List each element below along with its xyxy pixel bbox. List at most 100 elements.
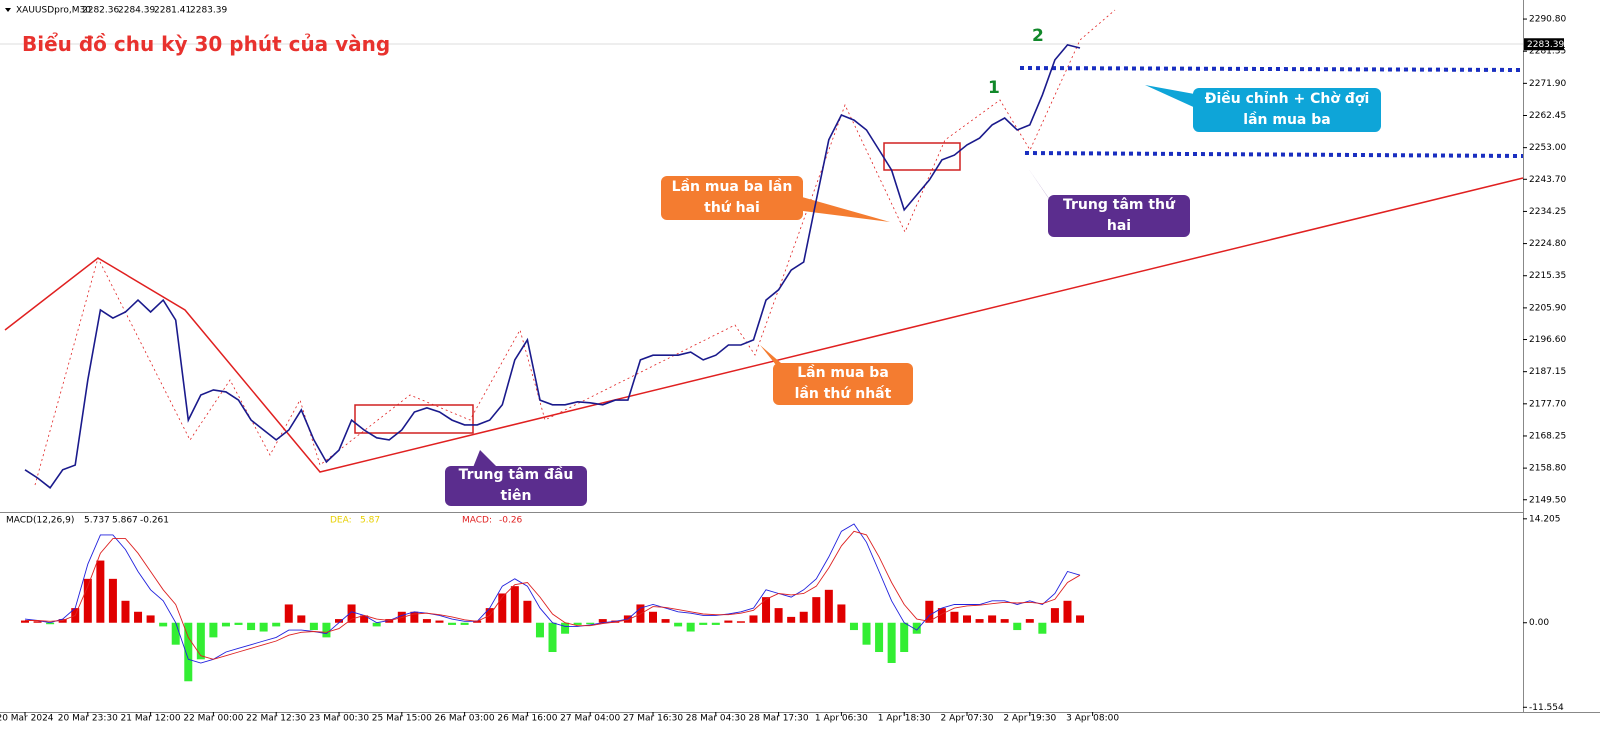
y-tick-label: 2177.70 [1529, 399, 1566, 409]
macd-bar [699, 622, 708, 625]
x-tick-label: 27 Mar 04:00 [560, 714, 620, 724]
macd-bar [862, 622, 871, 645]
y-tick-label: 14.205 [1529, 514, 1561, 524]
y-tick-label: 2271.90 [1529, 79, 1566, 89]
price-line [24, 44, 1081, 489]
macd-bar [900, 622, 909, 653]
x-tick-label: 27 Mar 16:30 [623, 714, 683, 724]
signal-line [24, 523, 1081, 664]
x-tick-label: 20 Mar 2024 [0, 714, 54, 724]
x-tick-label: 22 Mar 00:00 [183, 714, 243, 724]
macd-bar [937, 608, 946, 623]
x-tick-label: 25 Mar 15:00 [372, 714, 432, 724]
y-tick-label: 2253.00 [1529, 143, 1566, 153]
macd-bar [247, 622, 256, 631]
x-tick-label: 28 Mar 04:30 [686, 714, 746, 724]
macd-bar [875, 622, 884, 653]
macd-bar [146, 615, 155, 623]
callout: Trung tâm đầu tiên [445, 466, 587, 506]
center-box [354, 404, 474, 434]
macd-bar [661, 619, 670, 623]
macd-bar [1050, 608, 1059, 623]
x-tick-label: 3 Apr 08:00 [1066, 714, 1119, 724]
ohlc-value: 2283.39 [190, 6, 227, 16]
ohlc-value: 2281.41 [154, 6, 191, 16]
macd-bar [535, 622, 544, 638]
x-tick-label: 1 Apr 06:30 [815, 714, 868, 724]
macd-bar [335, 619, 343, 623]
macd-bar [724, 620, 733, 623]
zigzag [34, 9, 1116, 486]
macd-bar [510, 586, 519, 623]
last-price-box [1524, 38, 1564, 51]
y-tick-label: 2187.15 [1529, 367, 1566, 377]
macd-bar [912, 622, 921, 634]
macd-bar [523, 600, 532, 623]
chart-title: Biểu đồ chu kỳ 30 phút của vàng [22, 32, 391, 56]
y-tick-label: 2224.80 [1529, 239, 1566, 249]
macd-bar [975, 619, 984, 623]
macd-value-label: MACD: [462, 516, 492, 526]
macd-header-value: -0.261 [140, 516, 169, 526]
macd-bar [686, 622, 695, 632]
callout: Trung tâm thứ hai [1048, 195, 1190, 237]
macd-bar [422, 619, 431, 623]
macd-bar [360, 615, 369, 623]
macd-bar [963, 615, 971, 623]
y-tick-label: 2234.25 [1529, 207, 1566, 217]
macd-bar [96, 560, 105, 623]
macd-bar [83, 578, 92, 623]
menu-arrow [5, 8, 11, 12]
macd-bar [548, 622, 557, 653]
macd-bar [1076, 615, 1085, 623]
y-tick-label: 2290.80 [1529, 15, 1566, 25]
macd-bar [799, 611, 808, 623]
callout: Lần mua ba lần thứ nhất [773, 363, 913, 405]
trend-line [4, 177, 1524, 473]
macd-bar [674, 622, 683, 627]
macd-bar [284, 604, 293, 623]
macd-bar [711, 622, 720, 625]
macd-bar [184, 622, 193, 682]
x-tick-label: 20 Mar 23:30 [58, 714, 118, 724]
macd-bar [824, 589, 833, 623]
y-tick-label: 2158.80 [1529, 464, 1566, 474]
macd-bar [1038, 622, 1047, 634]
macd-bar [573, 622, 582, 625]
macd-bar [837, 604, 846, 623]
macd-bar [749, 615, 758, 623]
macd-label: MACD(12,26,9) [6, 516, 74, 526]
x-tick-label: 2 Apr 07:30 [941, 714, 994, 724]
y-tick-label: 2262.45 [1529, 111, 1566, 121]
macd-bar [887, 622, 896, 663]
y-tick-label: 2215.35 [1529, 271, 1566, 281]
y-tick-label: 2243.70 [1529, 175, 1566, 185]
y-tick-label: 0.00 [1529, 618, 1549, 628]
y-tick-label: 2168.25 [1529, 431, 1566, 441]
callout-pointer [795, 195, 890, 222]
macd-bar [787, 616, 796, 623]
callout-pointer [1145, 85, 1200, 110]
macd-bar [209, 622, 218, 638]
macd-header-value: 5.867 [112, 516, 138, 526]
symbol: XAUUSDpro,M30 [16, 6, 91, 16]
macd-bar [1063, 600, 1072, 623]
macd-bar [309, 622, 318, 631]
macd-bar [774, 608, 783, 623]
resistance-line [1019, 66, 1524, 72]
x-tick-label: 1 Apr 18:30 [878, 714, 931, 724]
macd-bar [460, 622, 469, 625]
macd-bar [108, 578, 117, 623]
y-tick-label: 2205.90 [1529, 303, 1566, 313]
macd-bar [586, 622, 595, 625]
macd-bar [121, 600, 130, 623]
x-tick-label: 22 Mar 12:30 [246, 714, 306, 724]
signal-line [25, 530, 1081, 660]
header: XAUUSDpro,M30 [5, 6, 91, 16]
macd-bar [234, 622, 243, 625]
last-price-label: 2283.39 [1527, 40, 1564, 50]
macd-bar [1025, 619, 1034, 623]
macd-bar [322, 622, 331, 638]
macd-bar [435, 620, 444, 623]
x-tick-label: 23 Mar 00:30 [309, 714, 369, 724]
